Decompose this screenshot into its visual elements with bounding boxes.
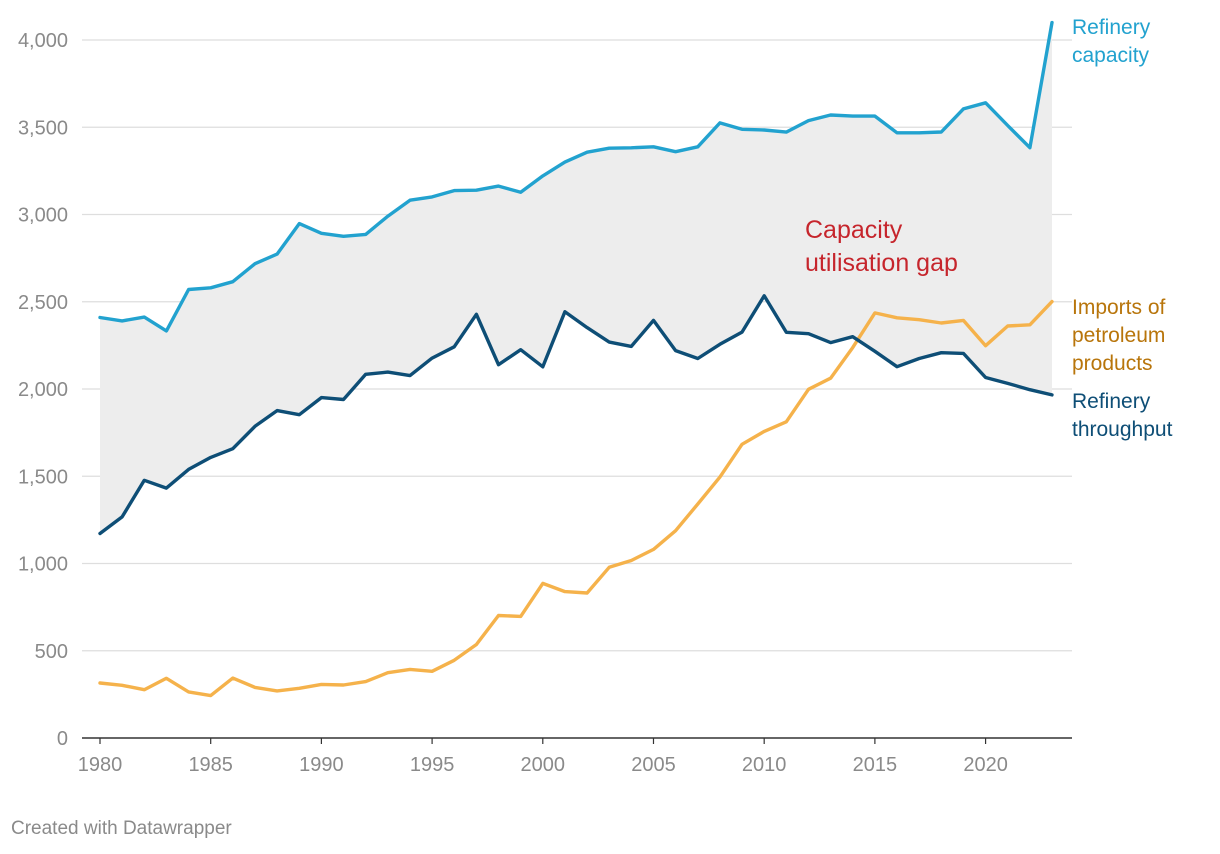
- series-label-line: Imports of: [1072, 296, 1166, 319]
- footer-credit: Created with Datawrapper: [11, 818, 232, 839]
- imports-of-petroleum-products-line: [98, 299, 1054, 698]
- x-tick-label: 1990: [299, 754, 344, 776]
- gap-label-line: Capacity: [805, 216, 903, 244]
- x-tick-label: 2010: [742, 754, 787, 776]
- series-label-line: products: [1072, 352, 1153, 375]
- refinery-capacity-label: Refinery capacity: [1072, 16, 1156, 67]
- series-label-line: Refinery: [1072, 390, 1151, 413]
- x-tick-label: 2005: [631, 754, 676, 776]
- imports-of-petroleum-products-label: Imports of petroleum products: [1072, 296, 1171, 375]
- series-label-line: capacity: [1072, 44, 1150, 67]
- refinery-capacity-line: [98, 20, 1054, 333]
- series-label-line: throughput: [1072, 418, 1173, 441]
- refinery-throughput-line: [98, 294, 1054, 536]
- y-tick-label: 3,000: [18, 205, 68, 227]
- x-tick-label: 1985: [188, 754, 233, 776]
- y-tick-label: 4,000: [18, 30, 68, 52]
- y-tick-label: 2,000: [18, 379, 68, 401]
- y-tick-label: 1,500: [18, 466, 68, 488]
- capacity-utilisation-gap-label: Capacity utilisation gap: [805, 216, 958, 277]
- gap-label-line: utilisation gap: [805, 249, 958, 277]
- series-layer: [98, 20, 1054, 698]
- capacity-utilisation-gap-area: [100, 22, 1052, 534]
- x-tick-label: 1980: [78, 754, 123, 776]
- y-tick-label: 2,500: [18, 292, 68, 314]
- series-label-line: Refinery: [1072, 16, 1151, 39]
- x-axis-tick-labels: 1980 1985 1990 1995 2000 2005 2010 2015 2020: [78, 738, 1008, 776]
- y-axis-tick-labels: 0 500 1,000 1,500 2,000 2,500 3,000 3,500 4,000: [18, 30, 68, 750]
- x-tick-label: 2015: [853, 754, 898, 776]
- x-tick-label: 1995: [410, 754, 455, 776]
- y-tick-label: 1,000: [18, 554, 68, 576]
- series-label-line: petroleum: [1072, 324, 1165, 347]
- y-tick-label: 0: [57, 728, 68, 750]
- x-tick-label: 2020: [963, 754, 1008, 776]
- refinery-throughput-label: Refinery throughput: [1072, 390, 1173, 441]
- x-tick-label: 2000: [521, 754, 566, 776]
- y-tick-label: 500: [35, 641, 68, 663]
- y-tick-label: 3,500: [18, 117, 68, 139]
